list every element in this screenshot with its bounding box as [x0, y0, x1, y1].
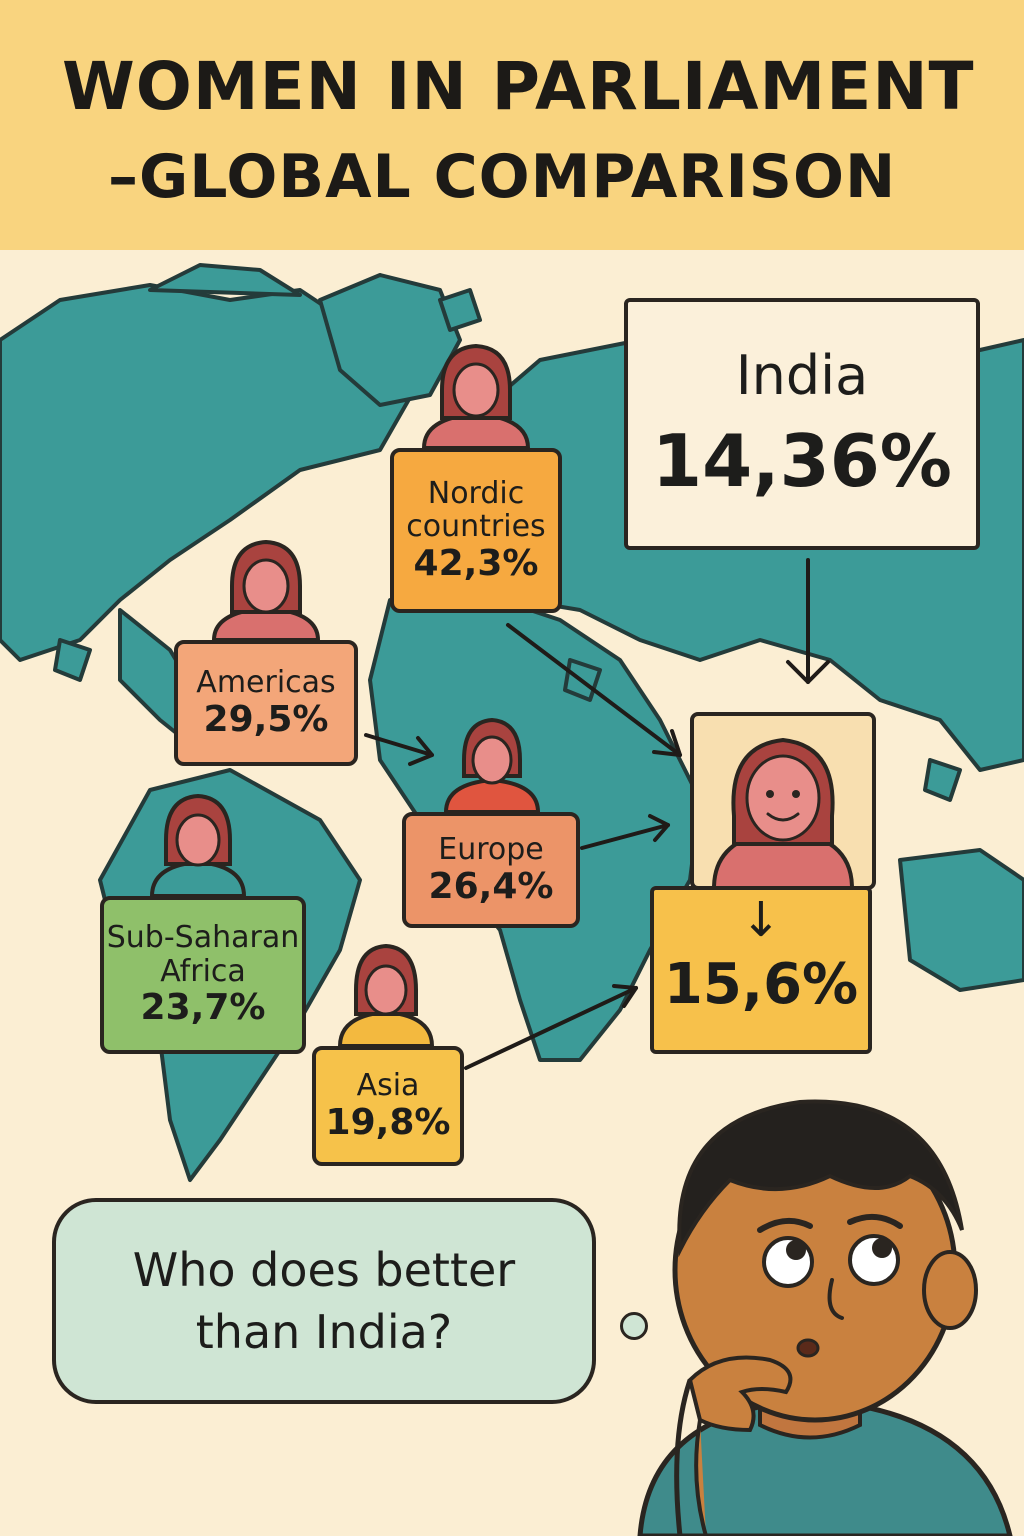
region-value: 29,5% [203, 698, 329, 740]
page-title-line-2: –GLOBAL COMPARISON [108, 142, 897, 212]
avatar-europe [443, 717, 541, 814]
region-label-line: Sub-Saharan [106, 920, 300, 956]
thought-line-2: than India? [195, 1305, 453, 1359]
region-label-line: Africa [160, 953, 246, 989]
india-label: India [735, 344, 869, 408]
thinking-boy-illustration [637, 1099, 1013, 1536]
thought-line-1: Who does better [132, 1242, 516, 1297]
title-banner: WOMEN IN PARLIAMENT –GLOBAL COMPARISON [0, 0, 1024, 250]
region-label-line: Americas [196, 665, 336, 701]
thought-bubble-dot [620, 1312, 648, 1340]
woman-avatar-icon [712, 737, 854, 886]
arrow-americas [364, 733, 434, 757]
region-label-line: countries [406, 509, 546, 545]
region-value: 26,4% [428, 865, 554, 907]
arrow-nordic [506, 623, 682, 757]
india-woman-portrait [690, 712, 876, 890]
india-value: 14,36% [652, 418, 952, 503]
region-label-line: Nordic [427, 475, 525, 511]
avatar-asia [337, 943, 435, 1048]
region-value: 23,7% [140, 987, 266, 1029]
region-card-sub-saharan-africa: Sub-Saharan Africa 23,7% [100, 896, 306, 1054]
region-value: 19,8% [325, 1101, 451, 1143]
region-card-americas: Americas 29,5% [174, 640, 358, 766]
region-label-line: Asia [356, 1068, 420, 1104]
arrow-asia [464, 986, 638, 1070]
page-title-line-1: WOMEN IN PARLIAMENT [62, 48, 975, 125]
thought-bubble: Who does better than India? [52, 1198, 596, 1404]
region-value: 42,3% [413, 542, 539, 584]
region-card-asia: Asia 19,8% [312, 1046, 464, 1166]
arrow-europe [580, 823, 670, 850]
region-card-europe: Europe 26,4% [402, 812, 580, 928]
comparison-value: 15,6% [663, 952, 859, 1017]
avatar-americas [211, 539, 321, 642]
down-arrow-icon: ↓ [740, 892, 782, 948]
region-card-nordic: Nordic countries 42,3% [390, 448, 562, 613]
avatar-nordic [421, 343, 531, 450]
india-card: India 14,36% [624, 298, 980, 550]
region-label-line: Europe [438, 832, 544, 868]
comparison-card: ↓ 15,6% [650, 886, 872, 1054]
avatar-africa [149, 793, 247, 898]
